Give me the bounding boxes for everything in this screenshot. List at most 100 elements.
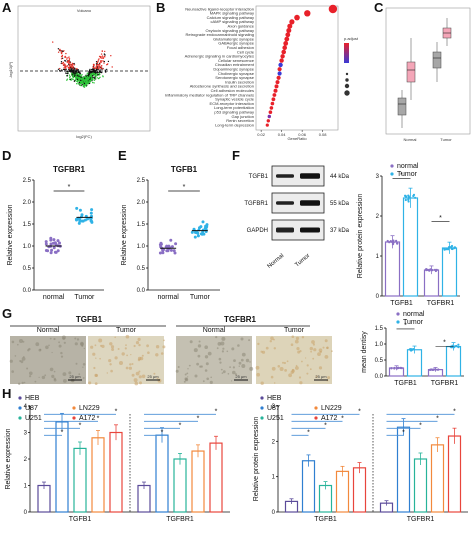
- kegg-dot: [281, 49, 287, 55]
- box: [406, 61, 416, 83]
- data-point: [407, 198, 410, 201]
- volcano-point: [82, 82, 84, 85]
- volcano-point: [60, 58, 63, 60]
- kegg-term-label: Renin secretion: [226, 118, 254, 123]
- kegg-dot: [270, 101, 275, 106]
- volcano-point: [78, 83, 80, 85]
- kegg-xtick-label: 0.06: [298, 132, 307, 137]
- volcano-point: [88, 82, 91, 85]
- kegg-term-label: Gap junction: [232, 114, 254, 119]
- ihc-group-label: Tumor: [284, 327, 305, 334]
- panel-label-c: C: [374, 0, 384, 15]
- boxplot: Normal Tumor: [385, 7, 471, 142]
- volcano-point: [97, 77, 100, 80]
- data-point: [390, 240, 393, 243]
- volcano-point: [75, 77, 77, 79]
- legend-label: normal: [397, 163, 419, 170]
- volcano-point: [99, 65, 101, 67]
- data-point: [400, 367, 403, 370]
- ytick-label: 1.5: [23, 222, 32, 228]
- data-point: [393, 367, 396, 370]
- blot-row-label: TGFBR1: [244, 201, 268, 207]
- kegg-dot: [284, 36, 290, 42]
- kegg-term-label: Dopaminergic synapse: [213, 67, 254, 72]
- kegg-term-label: Neuroactive ligand-receptor interaction: [185, 6, 254, 11]
- kegg-dot: [279, 58, 284, 63]
- volcano-point: [88, 80, 90, 83]
- volcano-point: [57, 48, 60, 50]
- data-point: [49, 238, 53, 242]
- volcano-point: [68, 74, 71, 76]
- volcano-point: [86, 76, 88, 79]
- volcano-point: [96, 62, 99, 64]
- chart-h-protein: Relative protein expression 0 1 2 3 TGFB1 * * * *…: [253, 404, 468, 523]
- volcano-point: [59, 67, 61, 70]
- xtick-label: TGFBR1: [427, 300, 455, 307]
- volcano-point: [64, 60, 67, 62]
- significance-mark: *: [61, 429, 64, 436]
- significance-mark: *: [419, 422, 422, 429]
- kegg-term-label: Long-term depression: [215, 122, 254, 127]
- chart-ylabel: Relative expression: [7, 204, 14, 265]
- volcano-point: [70, 63, 72, 66]
- volcano-point: [73, 62, 75, 65]
- data-point: [50, 248, 54, 252]
- volcano-title: Volcano: [77, 8, 92, 13]
- volcano-point: [67, 57, 69, 59]
- volcano-point: [103, 62, 105, 64]
- kegg-dot: [272, 93, 277, 97]
- volcano-point: [81, 84, 83, 86]
- significance-mark: *: [324, 422, 327, 429]
- ytick-label: 2.5: [23, 178, 32, 184]
- kegg-plot-frame: [255, 5, 339, 131]
- data-point: [77, 221, 81, 225]
- volcano-point: [110, 55, 112, 57]
- volcano-point: [88, 71, 90, 73]
- scale-bar-label: 25 μm: [147, 374, 159, 379]
- kegg-term-label: Axon guidance: [228, 24, 255, 29]
- volcano-point: [79, 84, 82, 87]
- ihc-marker-tgfb1: TGFB1: [76, 315, 103, 324]
- volcano-point: [76, 83, 78, 85]
- volcano-point: [80, 75, 83, 77]
- bar: [318, 484, 333, 513]
- volcano-point: [57, 68, 60, 71]
- data-point: [451, 247, 454, 251]
- blot-row-label: GAPDH: [247, 228, 268, 234]
- data-point: [407, 200, 410, 203]
- data-point: [386, 239, 389, 243]
- volcano-point: [101, 65, 103, 67]
- xtick-label: TGFB1: [69, 516, 92, 523]
- volcano-point: [83, 86, 86, 88]
- volcano-point: [71, 62, 74, 65]
- data-point: [74, 217, 78, 221]
- xtick-label: Tumor: [190, 294, 211, 301]
- volcano-point: [111, 66, 113, 68]
- data-point: [44, 240, 48, 244]
- kegg-term-label: Insulin secretion: [225, 79, 254, 84]
- kegg-term-label: Cholinergic synapse: [218, 71, 255, 76]
- blot-band: [300, 227, 320, 233]
- kegg-term-label: p53 signaling pathway: [214, 110, 254, 115]
- data-point: [174, 242, 178, 246]
- volcano-point: [84, 84, 86, 87]
- volcano-point: [97, 59, 100, 61]
- volcano-point: [68, 56, 70, 58]
- bar: [396, 426, 411, 513]
- volcano-point: [60, 49, 62, 52]
- volcano-point: [73, 64, 76, 66]
- kegg-dots: [265, 4, 338, 127]
- volcano-ylabel: -log10(P): [8, 61, 13, 78]
- ytick-label: 1: [24, 484, 28, 490]
- volcano-point: [80, 80, 83, 83]
- data-point: [158, 251, 162, 255]
- data-point: [435, 268, 438, 271]
- volcano-point: [101, 55, 104, 57]
- volcano-point: [85, 85, 88, 87]
- ihc-group-label: Tumor: [116, 327, 137, 334]
- data-point: [46, 249, 50, 253]
- volcano-point: [63, 50, 65, 52]
- volcano-point: [65, 72, 67, 74]
- bar: [413, 458, 428, 513]
